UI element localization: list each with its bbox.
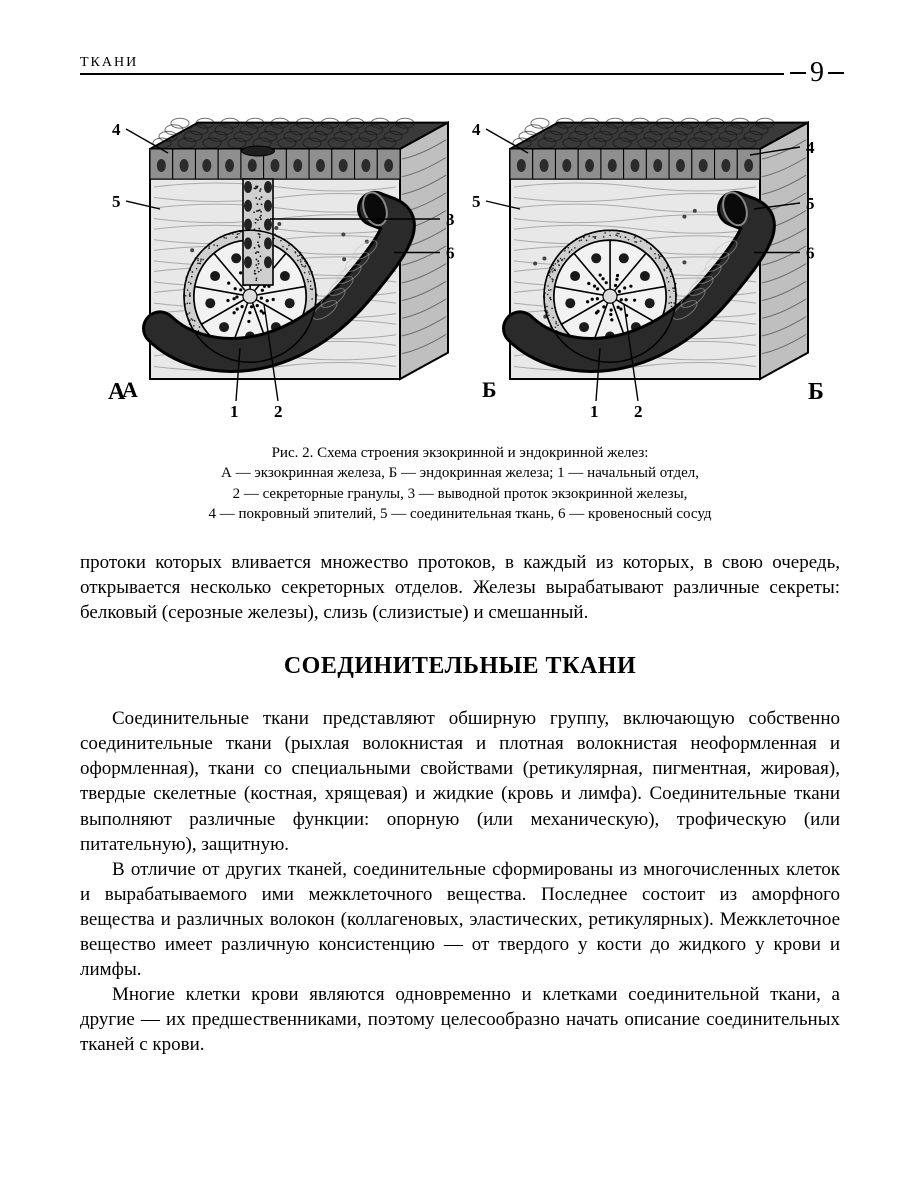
svg-text:5: 5 xyxy=(112,192,121,211)
svg-text:2: 2 xyxy=(634,402,643,421)
svg-text:Б: Б xyxy=(808,379,824,405)
caption-line-2: 2 — секреторные гранулы, 3 — выводной пр… xyxy=(80,484,840,504)
lead-paragraph: протоки которых вливается множество прот… xyxy=(80,550,840,625)
page-number: 9 xyxy=(784,57,850,89)
caption-line-3: 4 — покровный эпителий, 5 — соединительн… xyxy=(80,504,840,524)
svg-text:3: 3 xyxy=(446,210,455,229)
svg-text:1: 1 xyxy=(590,402,599,421)
svg-text:1: 1 xyxy=(230,402,239,421)
svg-text:А: А xyxy=(108,379,126,405)
svg-text:4: 4 xyxy=(806,138,815,157)
svg-text:Б: Б xyxy=(482,377,497,402)
para-1: Соединительные ткани представляют обширн… xyxy=(80,706,840,856)
figure-caption: Рис. 2. Схема строения экзокринной и энд… xyxy=(80,443,840,524)
caption-line-1: А — экзокринная железа, Б — эндокринная … xyxy=(80,463,840,483)
svg-text:4: 4 xyxy=(112,120,121,139)
para-2: В отличие от других тканей, соединительн… xyxy=(80,857,840,982)
caption-title: Рис. 2. Схема строения экзокринной и энд… xyxy=(80,443,840,463)
header-rule: 9 xyxy=(80,73,840,97)
section-body: Соединительные ткани представляют обширн… xyxy=(80,706,840,1057)
svg-text:5: 5 xyxy=(806,194,815,213)
page: ТКАНИ 9 А456123АБ4561245Б Рис. 2. Схема … xyxy=(0,0,900,1200)
svg-text:2: 2 xyxy=(274,402,283,421)
section-heading: СОЕДИНИТЕЛЬНЫЕ ТКАНИ xyxy=(80,653,840,680)
figure-svg: А456123АБ4561245Б xyxy=(80,103,840,433)
svg-text:5: 5 xyxy=(472,192,481,211)
page-number-value: 9 xyxy=(810,57,824,89)
para-3: Многие клетки крови являются одновременн… xyxy=(80,982,840,1057)
svg-text:6: 6 xyxy=(806,244,815,263)
svg-text:6: 6 xyxy=(446,244,455,263)
figure-2: А456123АБ4561245Б xyxy=(80,103,840,433)
running-title: ТКАНИ xyxy=(80,55,840,71)
lead-paragraph-block: протоки которых вливается множество прот… xyxy=(80,550,840,625)
svg-text:4: 4 xyxy=(472,120,481,139)
